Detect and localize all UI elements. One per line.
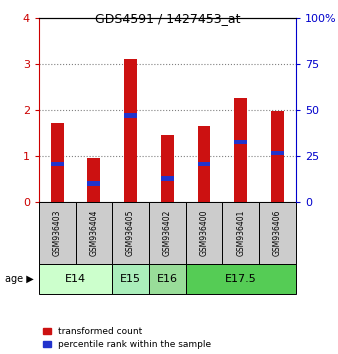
Text: GSM936403: GSM936403 bbox=[53, 210, 62, 256]
Bar bbox=[39, 264, 112, 294]
Bar bbox=[198, 162, 211, 166]
Text: age ▶: age ▶ bbox=[5, 274, 34, 284]
Bar bbox=[124, 113, 137, 118]
Bar bbox=[271, 111, 284, 202]
Bar bbox=[88, 158, 100, 202]
Text: GSM936400: GSM936400 bbox=[199, 210, 209, 256]
Legend: transformed count, percentile rank within the sample: transformed count, percentile rank withi… bbox=[43, 327, 211, 349]
Bar bbox=[161, 176, 174, 181]
Text: GSM936402: GSM936402 bbox=[163, 210, 172, 256]
Bar bbox=[112, 202, 149, 264]
Bar bbox=[88, 181, 100, 185]
Text: GSM936406: GSM936406 bbox=[273, 210, 282, 256]
Bar bbox=[222, 202, 259, 264]
Bar bbox=[198, 126, 211, 202]
Bar bbox=[186, 264, 296, 294]
Bar bbox=[234, 139, 247, 144]
Bar bbox=[112, 264, 149, 294]
Bar bbox=[271, 151, 284, 155]
Bar bbox=[76, 202, 112, 264]
Bar bbox=[39, 202, 76, 264]
Text: E17.5: E17.5 bbox=[225, 274, 257, 284]
Bar bbox=[186, 202, 222, 264]
Bar bbox=[149, 202, 186, 264]
Text: E14: E14 bbox=[65, 274, 86, 284]
Bar bbox=[124, 59, 137, 202]
Text: E15: E15 bbox=[120, 274, 141, 284]
Text: GDS4591 / 1427453_at: GDS4591 / 1427453_at bbox=[95, 12, 240, 25]
Bar bbox=[161, 135, 174, 202]
Bar bbox=[51, 122, 64, 202]
Text: GSM936401: GSM936401 bbox=[236, 210, 245, 256]
Text: GSM936405: GSM936405 bbox=[126, 210, 135, 256]
Text: GSM936404: GSM936404 bbox=[90, 210, 98, 256]
Bar bbox=[234, 98, 247, 202]
Bar bbox=[259, 202, 296, 264]
Bar bbox=[149, 264, 186, 294]
Text: E16: E16 bbox=[157, 274, 178, 284]
Bar bbox=[51, 162, 64, 166]
